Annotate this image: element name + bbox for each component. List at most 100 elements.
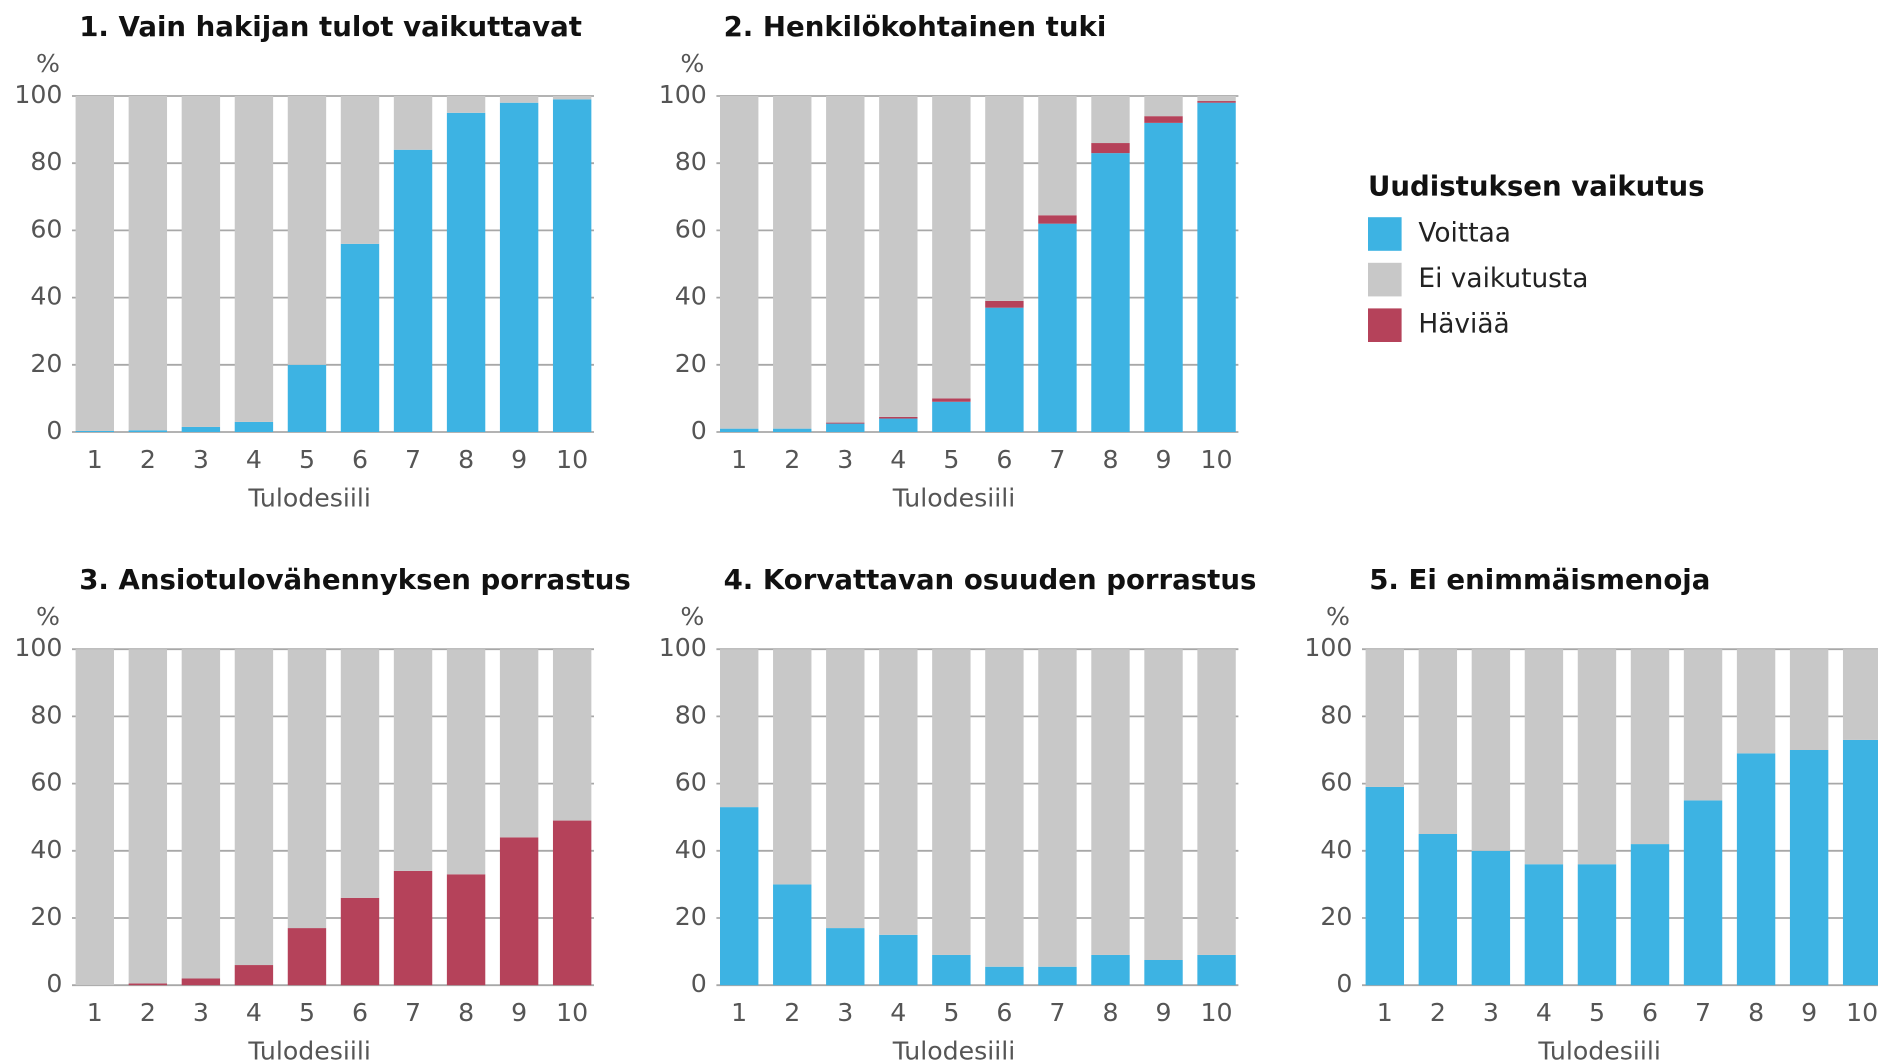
x-tick-label: 8 [458,445,474,474]
y-tick-label: 0 [1336,969,1352,998]
bar-segment [1197,101,1236,103]
x-tick-label: 1 [87,998,103,1027]
bar-segment [1197,954,1236,986]
y-tick-label: 40 [30,835,62,864]
bar-segment [932,649,971,955]
x-tick-label: 1 [87,445,103,474]
y-unit: % [680,602,704,631]
bar-segment [1524,649,1564,865]
y-unit: % [36,602,60,631]
y-tick-label: 60 [1320,768,1352,797]
bar-segment [1736,649,1776,754]
chart-title: 3. Ansiotulovähennyksen porrastus [79,563,631,596]
legend-swatch [1368,262,1402,297]
x-tick-label: 5 [1589,998,1605,1027]
bar-segment [128,430,168,432]
y-tick-label: 100 [14,80,62,109]
y-tick-label: 100 [659,633,707,662]
x-tick-label: 8 [1102,998,1118,1027]
bar-segment [234,649,274,966]
bar-segment [1038,966,1077,986]
bar-segment [393,649,433,871]
y-tick-label: 60 [30,214,62,243]
chart-title: 5. Ei enimmäismenoja [1369,563,1710,596]
x-axis-label: Tulodesiili [1537,1037,1661,1062]
x-tick-label: 5 [299,445,315,474]
y-tick-label: 80 [675,700,707,729]
x-tick-label: 6 [352,998,368,1027]
bar-segment [499,102,539,432]
bar-segment [1524,864,1564,986]
bar-segment [234,96,274,422]
bar-segment [393,96,433,150]
chart-title: 1. Vain hakijan tulot vaikuttavat [79,10,582,43]
y-unit: % [1326,602,1350,631]
y-tick-label: 40 [30,282,62,311]
y-tick-label: 20 [1320,902,1352,931]
x-tick-label: 6 [996,998,1012,1027]
bar-segment [446,96,486,113]
y-tick-label: 80 [1320,700,1352,729]
bar-segment [499,837,539,986]
x-tick-label: 1 [731,998,747,1027]
bar-segment [1091,153,1130,432]
bar-segment [826,928,865,986]
bar-segment [1789,649,1829,750]
bar-segment [1418,834,1458,986]
bar-segment [1842,649,1878,740]
bar-segment [340,243,380,432]
x-tick-label: 6 [352,445,368,474]
bar-segment [1842,739,1878,986]
bar-segment [1630,649,1670,845]
bar-segment [985,96,1024,301]
bar-segment [552,649,592,821]
bar-segment [773,428,812,432]
x-tick-label: 7 [1049,445,1065,474]
bar-segment [75,96,114,431]
y-tick-label: 100 [1304,633,1352,662]
bar-segment [985,307,1024,432]
y-tick-label: 20 [675,349,707,378]
bar-segment [879,418,918,432]
bar-segment [552,820,592,986]
bar-segment [499,96,539,103]
bar-segment [773,649,812,885]
bar-segment [1091,143,1130,154]
x-tick-label: 4 [246,998,262,1027]
bar-segment [1365,649,1404,787]
x-tick-label: 5 [943,998,959,1027]
x-tick-label: 3 [193,998,209,1027]
x-tick-label: 10 [1846,998,1878,1027]
bar-segment [1038,649,1077,967]
bar-segment [826,649,865,929]
x-tick-label: 9 [1801,998,1817,1027]
y-tick-label: 80 [30,700,62,729]
bar-segment [75,649,114,986]
x-tick-label: 6 [1642,998,1658,1027]
x-tick-label: 9 [1156,445,1172,474]
x-axis-label: Tulodesiili [247,483,371,512]
bar-segment [826,96,865,423]
legend-swatch [1368,217,1402,251]
bar-segment [1038,215,1077,224]
bar-segment [446,649,486,875]
x-tick-label: 7 [405,445,421,474]
bar-segment [75,430,114,432]
bar-segment [932,398,971,402]
bar-segment [826,423,865,432]
bar-segment [1736,753,1776,986]
bar-segment [446,112,486,433]
chart-title: 2. Henkilökohtainen tuki [724,10,1107,43]
bar-segment [128,649,168,984]
x-tick-label: 10 [1201,445,1233,474]
x-tick-label: 6 [996,445,1012,474]
y-tick-label: 100 [14,633,62,662]
bar-segment [287,928,327,986]
x-tick-label: 1 [731,445,747,474]
x-tick-label: 3 [193,445,209,474]
bar-segment [287,364,327,432]
bar-segment [1683,649,1723,801]
x-tick-label: 3 [837,445,853,474]
bar-segment [879,416,918,419]
